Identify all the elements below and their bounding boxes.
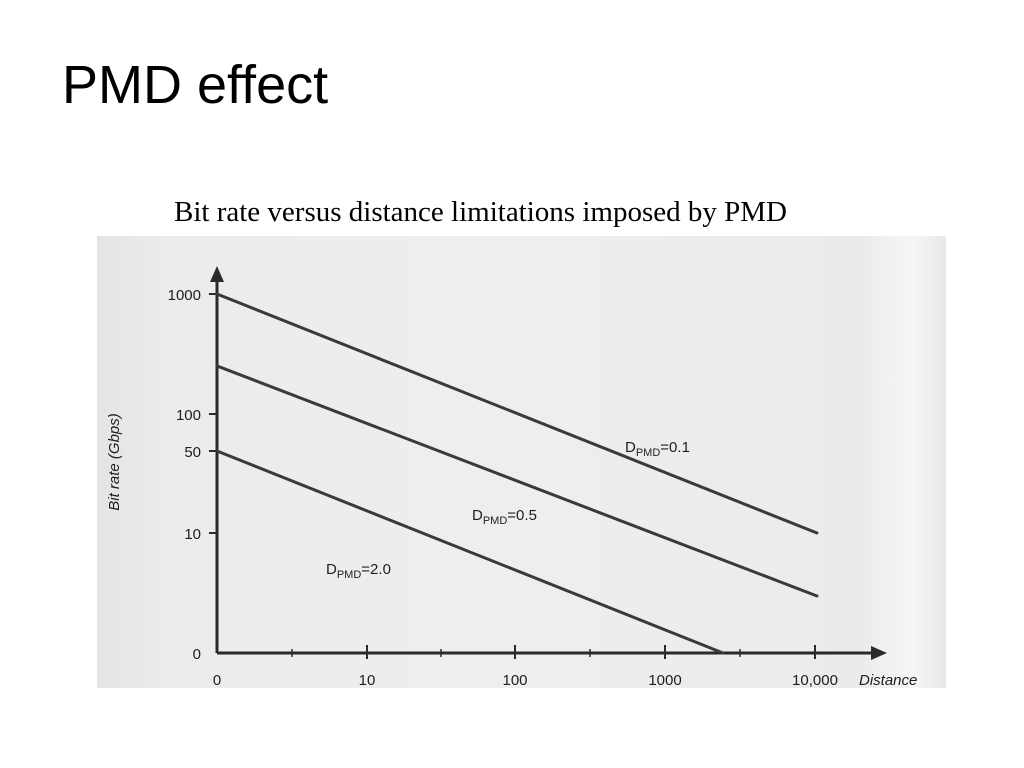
y-axis-title: Bit rate (Gbps) (106, 413, 123, 511)
chart-svg: 0 10 100 1000 10,000 0 10 50 100 1000 Distance Bit … (106, 266, 917, 688)
y-tick-label: 0 (193, 646, 201, 663)
series-label-1: DPMD=0.1 (625, 439, 690, 459)
x-axis-title: Distance (859, 672, 917, 688)
chart-panel: 0 10 100 1000 10,000 0 10 50 100 1000 Distance Bit … (97, 236, 946, 688)
x-tick-label: 10,000 (792, 672, 838, 688)
x-tick-label: 0 (213, 672, 221, 688)
y-axis-arrow (210, 266, 224, 282)
series-line-2 (215, 364, 819, 598)
chart-caption: Bit rate versus distance limitations imp… (174, 196, 787, 228)
series-line-3 (215, 449, 725, 655)
series-line-1 (215, 292, 819, 535)
x-tick-label: 1000 (648, 672, 681, 688)
y-tick-label: 1000 (168, 287, 201, 304)
slide-title: PMD effect (62, 55, 329, 115)
y-tick-label: 10 (184, 526, 201, 543)
series-label-2: DPMD=0.5 (472, 507, 537, 527)
x-tick-label: 100 (502, 672, 527, 688)
series-label-3: DPMD=2.0 (326, 561, 391, 581)
x-tick-label: 10 (359, 672, 376, 688)
x-axis-arrow (871, 646, 887, 660)
y-tick-label: 50 (184, 444, 201, 461)
y-tick-label: 100 (176, 407, 201, 424)
